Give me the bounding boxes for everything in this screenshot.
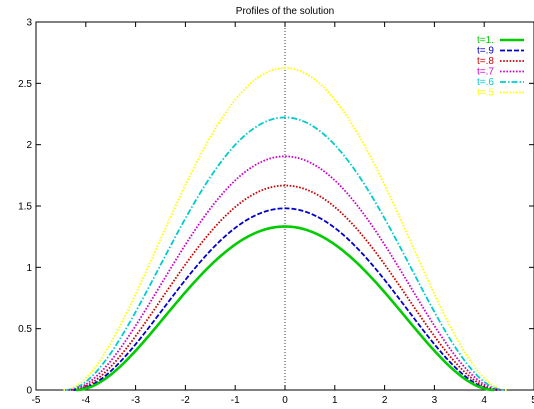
legend-label-2: t=.8 bbox=[477, 56, 494, 67]
x-tick-label-2: -3 bbox=[131, 395, 140, 406]
series-line-4 bbox=[65, 116, 505, 391]
y-tick-label-0: 0 bbox=[26, 386, 32, 397]
y-tick-label-2: 1 bbox=[26, 263, 32, 274]
series-layer bbox=[63, 67, 507, 392]
x-tick-label-9: 4 bbox=[481, 395, 487, 406]
x-tick-label-4: -1 bbox=[231, 395, 240, 406]
x-tick-label-6: 1 bbox=[332, 395, 338, 406]
x-tick-label-1: -4 bbox=[81, 395, 90, 406]
legend: t=1.t=.9t=.8t=.7t=.6t=.5 bbox=[477, 35, 524, 99]
series-line-1 bbox=[73, 207, 497, 391]
chart-title: Profiles of the solution bbox=[236, 6, 334, 17]
y-tick-label-3: 1.5 bbox=[18, 202, 32, 213]
x-tick-label-8: 3 bbox=[432, 395, 438, 406]
x-tick-label-7: 2 bbox=[382, 395, 388, 406]
x-tick-label-3: -2 bbox=[181, 395, 190, 406]
x-tick-label-5: 0 bbox=[282, 395, 288, 406]
legend-label-5: t=.5 bbox=[477, 88, 494, 99]
y-tick-label-4: 2 bbox=[26, 140, 32, 151]
x-tick-label-10: 5 bbox=[531, 395, 534, 406]
y-tick-label-5: 2.5 bbox=[18, 79, 32, 90]
y-tick-label-6: 3 bbox=[26, 18, 32, 29]
legend-label-3: t=.7 bbox=[477, 67, 494, 78]
series-line-2 bbox=[70, 184, 500, 391]
y-tick-label-1: 0.5 bbox=[18, 324, 32, 335]
legend-label-0: t=1. bbox=[477, 35, 494, 46]
series-line-0 bbox=[75, 225, 495, 392]
series-line-5 bbox=[63, 67, 507, 391]
legend-label-1: t=.9 bbox=[477, 46, 494, 57]
x-tick-label-0: -5 bbox=[32, 395, 41, 406]
legend-label-4: t=.6 bbox=[477, 77, 494, 88]
